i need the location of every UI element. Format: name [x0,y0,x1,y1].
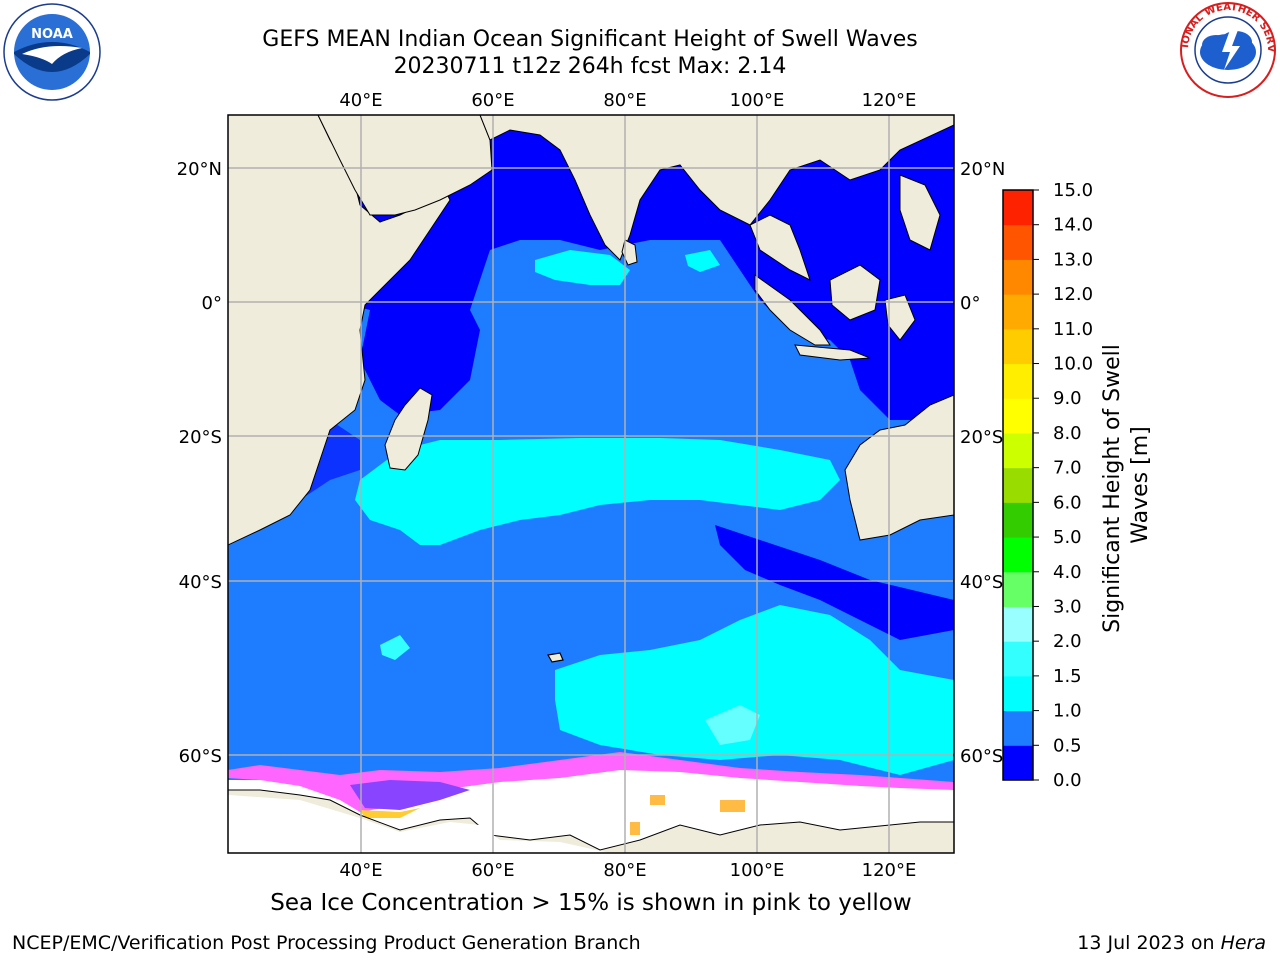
lat-tick-label: 0° [960,293,980,314]
lat-tick-label: 60°S [960,746,1003,767]
lon-tick-label: 60°E [471,860,514,881]
land-borneo [829,264,881,321]
colorbar-frame [1002,189,1034,781]
colorbar-tick-label: 10.0 [1053,354,1093,375]
land-kerguelen [547,652,564,663]
swell-patch-small [380,635,410,660]
colorbar-tick-label: 2.0 [1053,631,1082,652]
lon-tick-label: 120°E [862,90,917,111]
sea-ice-edge-yellow [360,808,420,818]
lon-tick-label: 120°E [862,860,917,881]
colorbar-tick-label: 4.0 [1053,562,1082,583]
colorbar-segment [1003,328,1033,365]
colorbar-tick-label: 13.0 [1053,249,1093,270]
land-asia-india [479,115,954,261]
lon-tick-label: 100°E [730,860,785,881]
lat-tick-label: 40°S [960,572,1003,593]
land-java [794,344,871,361]
nws-logo: NATIONAL WEATHER SERVICE [1174,0,1278,100]
colorbar-tick-label: 0.0 [1053,770,1082,791]
colorbar-tick-label: 5.0 [1053,527,1082,548]
land-philippines [899,174,941,251]
footer-host: Hera [1220,932,1266,954]
footer-date-text: 13 Jul 2023 on [1077,932,1221,954]
colorbar-tick-label: 9.0 [1053,388,1082,409]
colorbar-segment [1003,606,1033,642]
colorbar-label-line1: Significant Height of Swell [1100,344,1125,633]
lon-tick-label: 40°E [339,860,382,881]
colorbar-segment [1003,467,1033,503]
colorbar-segment [1003,710,1033,746]
map-title: GEFS MEAN Indian Ocean Significant Heigh… [262,27,918,52]
lon-tick-label: 100°E [730,90,785,111]
swell-patch-bay-bengal [685,250,720,272]
swell-patch-southern-light [705,705,760,745]
colorbar-segment [1003,432,1033,469]
colorbar-tick-label: 11.0 [1053,319,1093,340]
colorbar-segment [1003,224,1033,260]
colorbar-segment [1003,294,1033,330]
lat-tick-label: 40°S [179,572,222,593]
swell-patch-arabian-sea [535,250,630,285]
lat-labels-right: 20°N 0° 20°S 40°S 60°S [960,159,1005,767]
colorbar-tick-label: 14.0 [1053,215,1093,236]
footer-credit: NCEP/EMC/Verification Post Processing Pr… [12,932,641,954]
colorbar-tick-label: 0.5 [1053,735,1082,756]
gridlines [228,115,954,853]
footer-date: 13 Jul 2023 on Hera [1077,932,1266,954]
land-australia [844,394,954,541]
colorbar-segment [1003,398,1033,434]
colorbar-label: Significant Height of Swell Waves [m] [1100,337,1153,633]
map-field [228,115,954,853]
sea-ice-white-over-land [228,795,610,853]
swell-band-southern [555,605,954,775]
lat-tick-label: 0° [202,293,222,314]
colorbar-label-line2: Waves [m] [1128,426,1153,543]
colorbar-segment [1003,571,1033,607]
lat-tick-label: 20°N [960,159,1005,180]
colorbar-tick-label: 6.0 [1053,492,1082,513]
colorbar-segment [1003,502,1033,538]
land-sulawesi [884,294,916,341]
colorbar-segment [1003,537,1033,573]
lon-tick-label: 80°E [603,90,646,111]
colorbar-segment [1003,675,1033,712]
noaa-logo: NOAA [2,2,102,102]
lon-labels-bottom: 40°E 60°E 80°E 100°E 120°E [339,860,916,881]
colorbar-segment [1003,745,1033,781]
colorbar-tick-label: 7.0 [1053,458,1082,479]
colorbar-tick-label: 3.0 [1053,596,1082,617]
land-sumatra [754,274,831,346]
colorbar-tick-label: 12.0 [1053,284,1093,305]
low-swell-region-southeast [715,525,954,640]
lat-labels-left: 20°N 0° 20°S 40°S 60°S [177,159,222,767]
lon-tick-label: 80°E [603,860,646,881]
noaa-logo-text: NOAA [31,27,73,42]
sea-ice-caption: Sea Ice Concentration > 15% is shown in … [270,890,912,916]
colorbar-tick-label: 1.5 [1053,666,1082,687]
colorbar-segment [1003,363,1033,399]
colorbar-tick-label: 8.0 [1053,423,1082,444]
lat-tick-label: 20°S [960,427,1003,448]
land-madagascar [384,387,433,471]
lat-tick-label: 20°N [177,159,222,180]
map-subtitle: 20230711 t12z 264h fcst Max: 2.14 [393,54,787,79]
lon-labels-top: 40°E 60°E 80°E 100°E 120°E [339,90,916,111]
colorbar-segment [1003,641,1033,677]
colorbar-segment [1003,259,1033,295]
map-frame [227,114,955,854]
lat-tick-label: 60°S [179,746,222,767]
colorbar-segment [1003,190,1033,226]
lat-tick-label: 20°S [179,427,222,448]
colorbar: 0.0 0.5 1.0 1.5 2.0 3.0 4.0 5.0 6.0 7.0 8.0 9.0 10.0… [1002,180,1093,791]
sea-ice-patch-orange [630,795,745,835]
swell-band-subtropical [355,438,840,545]
lon-tick-label: 60°E [471,90,514,111]
land-indochina [749,214,811,281]
colorbar-tick-label: 15.0 [1053,180,1093,201]
colorbar-tick-label: 1.0 [1053,701,1082,722]
lon-tick-label: 40°E [339,90,382,111]
sea-ice-edge-purple [350,780,470,810]
